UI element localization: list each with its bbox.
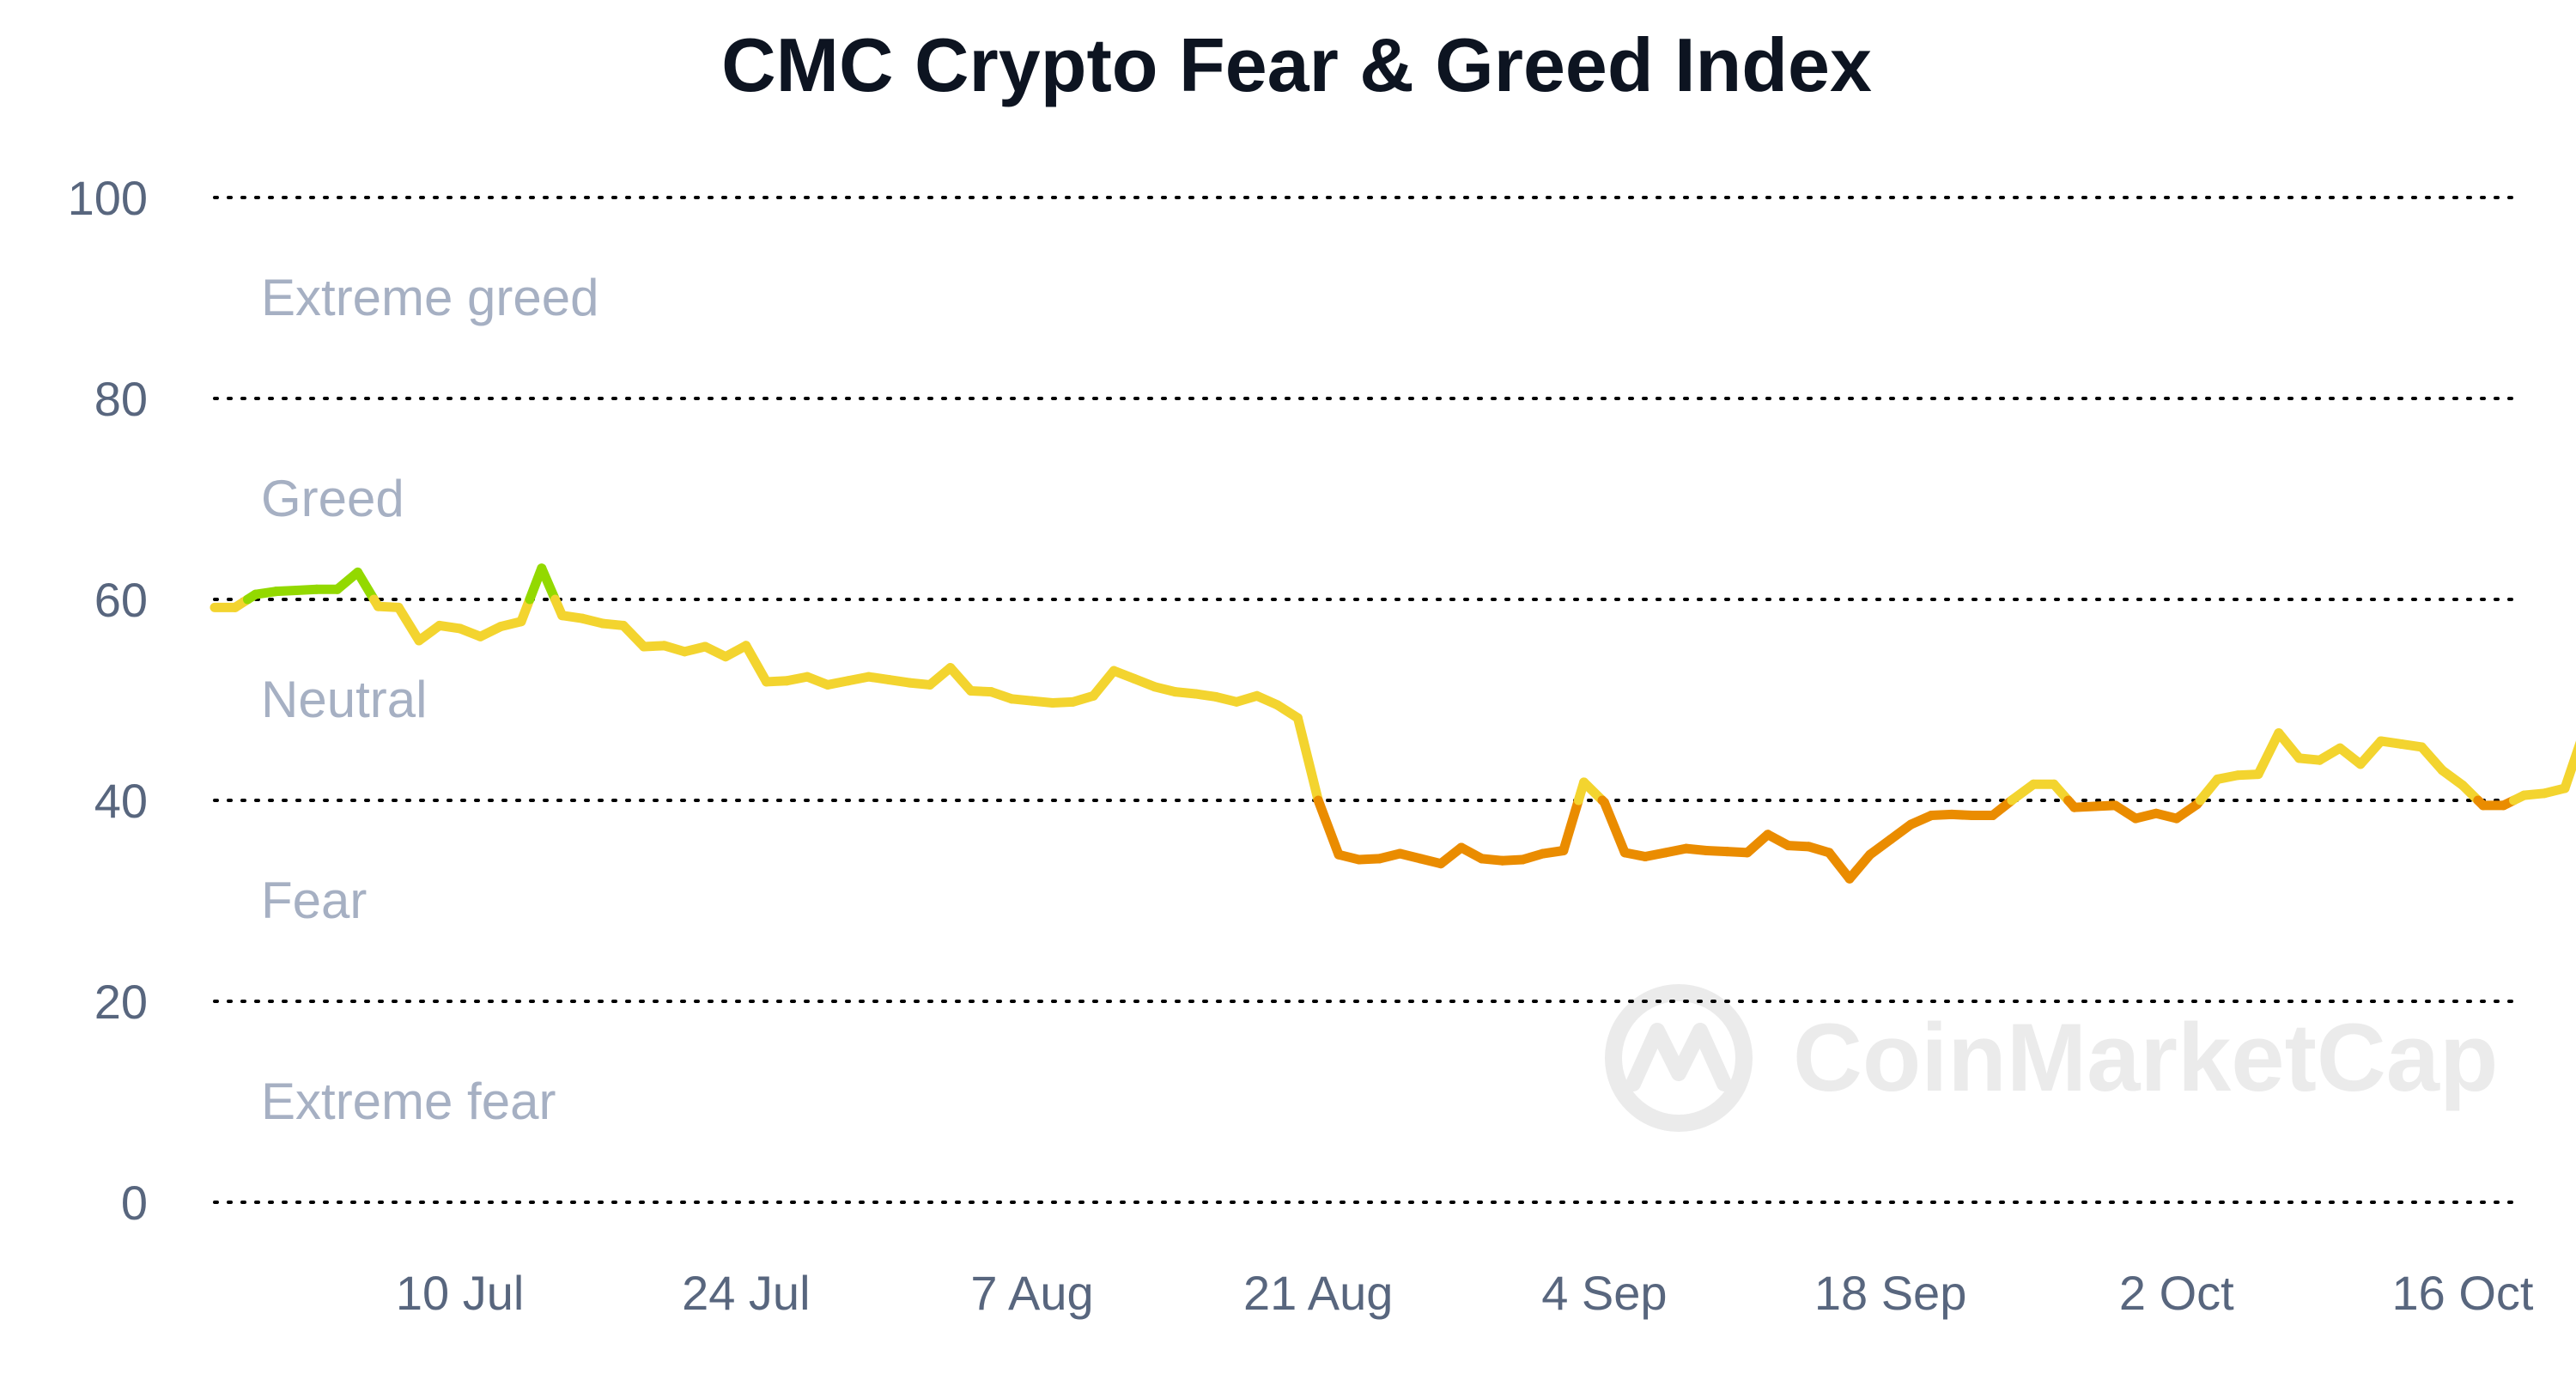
line-segment [1313,795,1344,860]
x-tick-label: 21 Aug [1243,1266,1393,1320]
gridlines [213,196,2522,1204]
index-line [210,563,2576,884]
line-segment [618,620,649,652]
line-segment [1292,713,1323,806]
line-segment [2355,736,2386,769]
coinmarketcap-watermark: CoinMarketCap [1605,984,2498,1132]
x-tick-label: 2 Oct [2119,1266,2234,1320]
y-tick-label: 100 [68,171,148,225]
coinmarketcap-logo-icon [1605,984,1753,1132]
y-tick-label: 60 [94,573,148,627]
line-segment [1844,849,1875,884]
zone-label-extreme-greed: Extreme greed [261,269,599,326]
line-segment [393,602,424,646]
line-segment [1824,848,1855,884]
sentiment-zone-labels: Extreme greed Greed Neutral Fear Extreme fea… [261,269,599,1130]
line-segment [1088,666,1119,701]
line-segment [1599,797,1630,858]
y-tick-label: 40 [94,774,148,828]
zone-label-neutral: Neutral [261,671,427,728]
line-segment [2253,728,2284,780]
x-tick-label: 16 Oct [2392,1266,2534,1320]
y-tick-label: 20 [94,975,148,1029]
zone-label-greed: Greed [261,470,404,527]
chart-title: CMC Crypto Fear & Greed Index [721,22,1872,107]
x-tick-label: 10 Jul [396,1266,524,1320]
line-segment [2274,728,2305,763]
watermark-text: CoinMarketCap [1793,1004,2498,1111]
line-segment [353,567,379,605]
zone-label-extreme-fear: Extreme fear [261,1073,556,1130]
x-tick-label: 18 Sep [1814,1266,1967,1320]
y-tick-label: 0 [121,1176,148,1230]
line-segment [945,663,976,696]
line-segment [2416,742,2447,775]
x-axis: 10 Jul 24 Jul 7 Aug 21 Aug 4 Sep 18 Sep 2 Oct 1… [396,1266,2534,1320]
x-tick-label: 24 Jul [682,1266,810,1320]
x-tick-label: 4 Sep [1541,1266,1667,1320]
line-segment [1558,795,1583,855]
line-segment [2560,740,2576,793]
x-tick-label: 7 Aug [970,1266,1093,1320]
line-segment [537,563,560,605]
zone-label-fear: Fear [261,872,367,929]
y-axis: 0 20 40 60 80 100 [68,171,148,1230]
line-segment [741,641,772,687]
y-tick-label: 80 [94,372,148,426]
